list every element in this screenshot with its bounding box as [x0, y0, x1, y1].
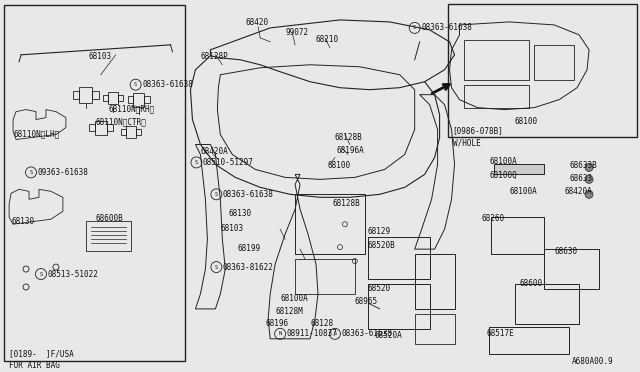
Text: W/HOLE: W/HOLE — [452, 138, 480, 148]
Circle shape — [585, 163, 593, 171]
Text: [0986-078B]: [0986-078B] — [452, 126, 504, 135]
Text: 68633: 68633 — [569, 174, 592, 183]
Text: 68100A: 68100A — [280, 294, 308, 303]
Text: 68128M: 68128M — [275, 307, 303, 316]
Text: 68630: 68630 — [554, 247, 577, 256]
Text: 68100Q: 68100Q — [490, 171, 517, 180]
Text: 68196A: 68196A — [337, 147, 365, 155]
Text: 68517E: 68517E — [486, 329, 514, 338]
Bar — [4, 5, 186, 361]
Text: 08363-61638: 08363-61638 — [223, 190, 274, 199]
Bar — [465, 85, 529, 108]
Bar — [544, 249, 599, 289]
Text: 99072: 99072 — [285, 28, 308, 37]
Text: N: N — [278, 331, 282, 336]
Text: S: S — [333, 331, 337, 336]
Text: S: S — [134, 82, 137, 87]
Text: 68420: 68420 — [245, 18, 268, 27]
Bar — [447, 4, 637, 137]
Bar — [490, 327, 569, 354]
Text: 68520A: 68520A — [375, 331, 403, 340]
Text: [0189-  ]F/USA: [0189- ]F/USA — [9, 349, 74, 358]
Text: 68600B: 68600B — [96, 214, 124, 223]
Bar — [415, 254, 454, 309]
Text: A680A00.9: A680A00.9 — [572, 357, 614, 366]
Text: 68210: 68210 — [315, 35, 338, 44]
Text: 68110N〈RH〉: 68110N〈RH〉 — [109, 105, 155, 113]
Text: 68110N〈CTR〉: 68110N〈CTR〉 — [96, 118, 147, 126]
Text: 68103: 68103 — [220, 224, 243, 233]
Bar — [368, 237, 429, 279]
Text: 68128P: 68128P — [200, 52, 228, 61]
Text: 08363-61638: 08363-61638 — [421, 23, 472, 32]
Bar — [295, 194, 365, 254]
Bar — [295, 259, 355, 294]
Text: 68420A: 68420A — [200, 147, 228, 157]
Text: 68196: 68196 — [265, 319, 288, 328]
Circle shape — [585, 190, 593, 198]
Text: 68100A: 68100A — [490, 157, 517, 166]
Text: S: S — [215, 264, 218, 270]
Text: 68110N〈LH〉: 68110N〈LH〉 — [13, 129, 60, 138]
Bar — [368, 284, 429, 329]
Text: S: S — [40, 272, 42, 276]
Text: 68100A: 68100A — [509, 187, 537, 196]
Bar — [465, 40, 529, 80]
Text: 08363-61638: 08363-61638 — [142, 80, 193, 89]
Bar — [515, 284, 579, 324]
Bar — [415, 314, 454, 344]
Text: 68520: 68520 — [368, 284, 391, 293]
Text: 68128B: 68128B — [333, 199, 361, 208]
Text: 08513-51022: 08513-51022 — [47, 270, 99, 279]
Text: S: S — [413, 25, 416, 31]
Text: 68130: 68130 — [228, 209, 252, 218]
Text: FOR AIR BAG: FOR AIR BAG — [9, 361, 60, 370]
Text: 68100: 68100 — [328, 161, 351, 170]
Text: 68100: 68100 — [515, 116, 538, 126]
Text: 68633B: 68633B — [569, 161, 597, 170]
Text: 68600: 68600 — [519, 279, 543, 288]
Text: 68103: 68103 — [89, 52, 112, 61]
Text: 08363-81622: 08363-81622 — [223, 263, 274, 272]
Text: 68965: 68965 — [355, 297, 378, 306]
Bar — [534, 45, 574, 80]
Text: 09363-61638: 09363-61638 — [38, 168, 88, 177]
Text: 68130: 68130 — [11, 217, 34, 226]
Text: 68260: 68260 — [481, 214, 504, 223]
Text: 68128B: 68128B — [335, 132, 363, 141]
Text: 68520B: 68520B — [368, 241, 396, 250]
Text: S: S — [215, 192, 218, 197]
Text: 68129: 68129 — [368, 227, 391, 236]
Text: 08510-51297: 08510-51297 — [203, 158, 254, 167]
Circle shape — [585, 175, 593, 183]
Text: 68128: 68128 — [310, 319, 333, 328]
Text: 08363-61638: 08363-61638 — [341, 329, 392, 339]
Bar — [492, 217, 544, 254]
Text: S: S — [29, 170, 33, 175]
Text: 68199: 68199 — [237, 244, 260, 253]
Bar — [494, 164, 544, 174]
Text: S: S — [195, 160, 198, 165]
Text: 68420A: 68420A — [564, 187, 592, 196]
Text: 08911-10837: 08911-10837 — [287, 329, 337, 339]
Bar — [86, 221, 131, 251]
